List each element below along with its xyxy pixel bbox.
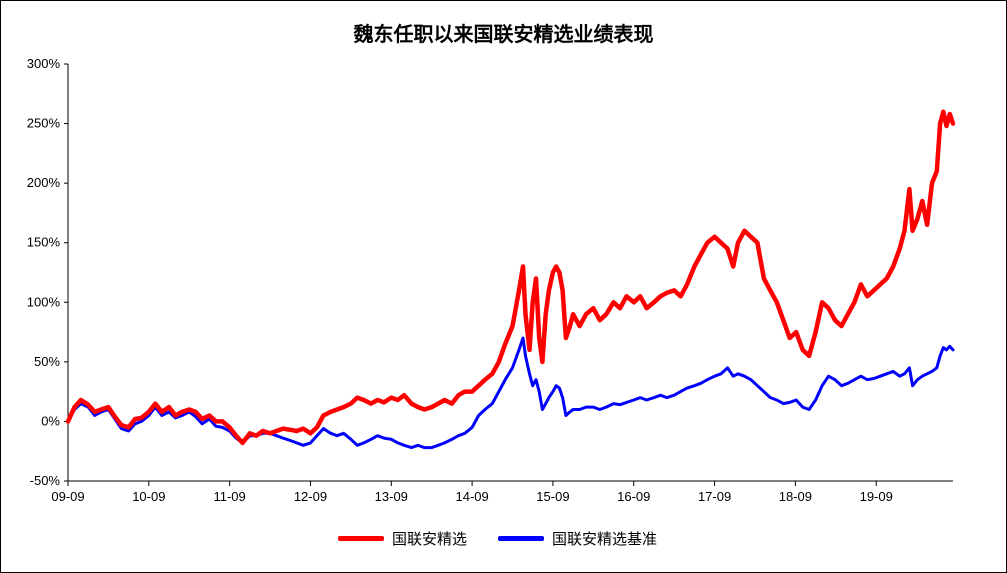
legend-item-benchmark: 国联安精选基准 — [498, 528, 657, 548]
y-tick-label: 100% — [27, 294, 61, 309]
x-tick-label: 14-09 — [455, 489, 488, 504]
x-tick-label: 15-09 — [536, 489, 569, 504]
x-tick-label: 19-09 — [860, 489, 893, 504]
y-tick-label: 50% — [34, 354, 60, 369]
x-tick-label: 10-09 — [132, 489, 165, 504]
chart-title: 魏东任职以来国联安精选业绩表现 — [353, 22, 654, 46]
y-tick-label: 300% — [27, 56, 61, 71]
legend-label-fund: 国联安精选 — [392, 529, 468, 548]
y-tick-label: 0% — [41, 413, 60, 428]
chart-legend: 国联安精选 国联安精选基准 — [0, 528, 1007, 552]
y-tick-label: 250% — [27, 116, 61, 131]
y-tick-label: -50% — [30, 473, 61, 488]
legend-swatch-fund — [338, 535, 384, 541]
series-line-fund — [65, 109, 956, 446]
legend-swatch-benchmark — [498, 535, 544, 541]
x-tick-label: 12-09 — [294, 489, 327, 504]
x-tick-label: 18-09 — [779, 489, 812, 504]
y-tick-label: 200% — [27, 175, 61, 190]
x-tick-label: 13-09 — [375, 489, 408, 504]
x-tick-label: 16-09 — [617, 489, 650, 504]
x-tick-label: 17-09 — [698, 489, 731, 504]
x-tick-label: 09-09 — [51, 489, 84, 504]
legend-label-benchmark: 国联安精选基准 — [552, 529, 658, 548]
x-tick-label: 11-09 — [213, 489, 245, 504]
legend-item-fund: 国联安精选 — [338, 528, 467, 548]
series-line-benchmark — [66, 336, 955, 450]
y-tick-label: 150% — [27, 235, 61, 250]
